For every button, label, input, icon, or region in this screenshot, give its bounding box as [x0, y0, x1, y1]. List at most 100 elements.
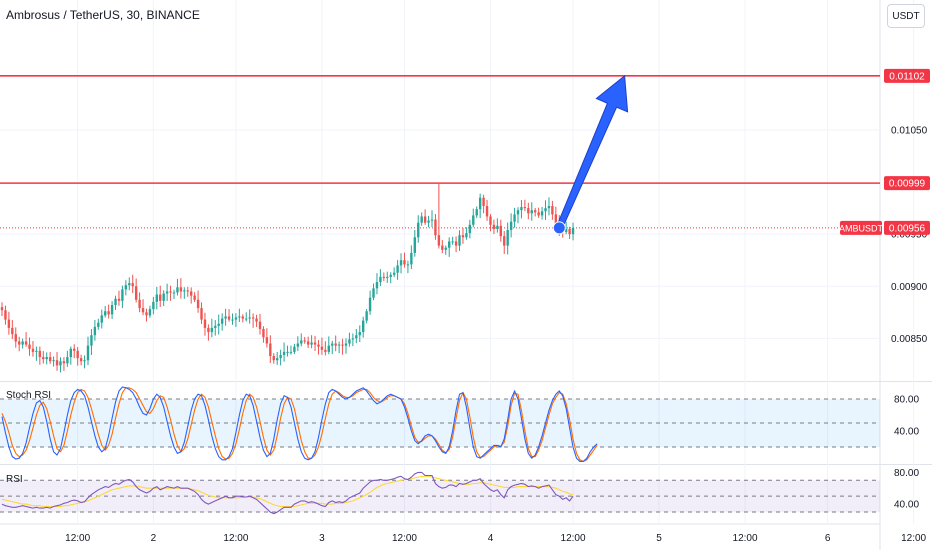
candle-body [59, 361, 62, 366]
price-tag-box [884, 68, 930, 83]
candle-body [341, 344, 344, 346]
candle-body [496, 225, 499, 229]
candle-body [248, 317, 251, 319]
candle-body [128, 283, 131, 286]
candle-body [306, 341, 310, 345]
candle-body [551, 206, 554, 215]
candle-body [200, 308, 203, 320]
rsi-y-tick-label: 40.00 [894, 500, 919, 511]
axis-layer: 12:00212:00312:00412:00512:00612:00712:0… [65, 126, 928, 545]
x-tick-label: 12:00 [561, 533, 586, 544]
candle-body [186, 290, 189, 292]
candle-body [152, 301, 155, 310]
candle-body [303, 340, 306, 342]
candle-body [564, 228, 568, 233]
candle-body [141, 308, 145, 313]
candle-body [534, 210, 537, 213]
candle-body [413, 237, 416, 253]
candle-body [245, 318, 248, 320]
candle-body [104, 311, 107, 316]
x-tick-label: 12:00 [223, 533, 248, 544]
candle-body [279, 355, 282, 359]
candle-body [35, 350, 38, 352]
candle-body [251, 317, 255, 319]
candle-body [482, 197, 485, 207]
candle-body [282, 351, 286, 355]
candle-body [372, 288, 375, 298]
candle-body [193, 295, 196, 300]
candle-body [90, 335, 93, 346]
candle-body [121, 289, 124, 301]
rsi-y-tick-label: 80.00 [894, 468, 919, 479]
candle-body [38, 350, 42, 358]
candle-body [269, 343, 272, 357]
currency-button[interactable]: USDT [887, 4, 925, 28]
candle-body [417, 222, 420, 238]
candle-body [492, 224, 496, 229]
candle-body [124, 285, 128, 290]
candle-body [344, 343, 348, 346]
candle-body [382, 276, 386, 278]
candle-body [217, 323, 220, 326]
candle-body [179, 287, 183, 292]
candle-body [138, 299, 141, 309]
candle-body [289, 351, 293, 353]
candle-body [537, 212, 540, 216]
candle-body [523, 207, 527, 209]
price-tag-box [884, 220, 930, 235]
candle-body [210, 327, 214, 333]
chart-title: Ambrosus / TetherUS, 30, BINANCE [6, 8, 200, 22]
candle-body [227, 316, 231, 320]
band-layer [0, 398, 880, 513]
candle-body [313, 342, 317, 345]
candle-body [379, 276, 382, 283]
candle-body [241, 316, 244, 319]
candle-body [475, 209, 478, 216]
level-layer [0, 75, 880, 229]
candle-body [503, 236, 506, 246]
x-tick-label: 3 [319, 533, 325, 544]
candle-body [97, 322, 100, 327]
price-tag-label: 0.00999 [889, 179, 926, 190]
candle-body [203, 319, 207, 328]
candle-body [300, 340, 303, 344]
candle-body [437, 235, 441, 246]
candle-body [540, 211, 544, 216]
candle-body [48, 357, 52, 362]
candle-body [18, 341, 21, 345]
candle-body [148, 309, 152, 316]
candle-body [334, 343, 337, 346]
candle-body [430, 219, 434, 221]
candle-body [396, 265, 399, 273]
stoch-y-tick-label: 40.00 [894, 427, 919, 438]
candle-body [461, 235, 465, 238]
candle-body [423, 216, 427, 223]
candle-body [365, 311, 368, 321]
candle-body [176, 287, 179, 293]
candle-body [386, 276, 389, 278]
candle-body [265, 337, 269, 344]
candle-body [530, 210, 533, 214]
candle-body [79, 358, 83, 362]
candle-body [554, 214, 558, 224]
candle-body [45, 357, 48, 360]
rsi-line [1, 471, 574, 515]
candle-body [117, 298, 121, 301]
candle-body [317, 344, 320, 347]
candle-body [451, 241, 454, 243]
candle-body [272, 356, 275, 361]
candle-body [513, 214, 516, 222]
symbol-tag-box [840, 220, 882, 235]
candle-body [231, 319, 234, 321]
candle-body [293, 346, 296, 352]
candle-body [362, 320, 365, 333]
candle-body [258, 321, 262, 329]
candle-body [544, 208, 547, 212]
y-tick-label: 0.00850 [891, 334, 928, 345]
candle-body [52, 360, 55, 362]
candle-body [7, 319, 11, 328]
candle-body [458, 235, 461, 246]
candle-layer [0, 183, 575, 373]
candle-body [389, 274, 392, 277]
